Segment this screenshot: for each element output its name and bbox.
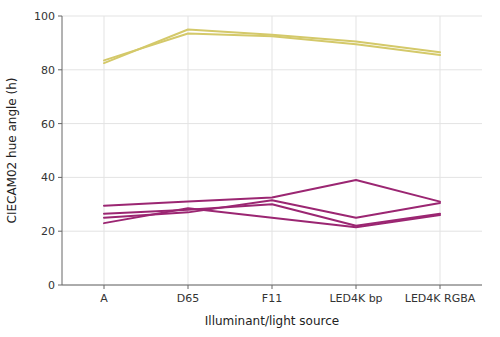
y-tick-label: 100 <box>34 10 55 23</box>
x-grid-line <box>356 16 357 285</box>
y-tick <box>58 69 62 70</box>
x-grid-line <box>188 16 189 285</box>
y-tick-label: 40 <box>41 171 55 184</box>
grid <box>62 16 482 285</box>
x-axis-title: Illuminant/light source <box>205 314 339 328</box>
y-tick <box>58 123 62 124</box>
x-tick-label: LED4K RGBA <box>405 292 476 305</box>
x-axis-line <box>62 285 482 286</box>
series-line <box>104 208 440 227</box>
y-tick <box>58 177 62 178</box>
x-tick <box>188 285 189 289</box>
x-tick-label: F11 <box>262 292 282 305</box>
x-tick-label: A <box>100 292 108 305</box>
series-line <box>104 33 440 60</box>
y-axis-line <box>62 16 63 285</box>
y-tick-label: 20 <box>41 225 55 238</box>
x-grid-line <box>104 16 105 285</box>
series-line <box>104 29 440 63</box>
lines <box>104 29 440 227</box>
x-tick <box>104 285 105 289</box>
y-grid-line <box>62 285 482 286</box>
y-tick <box>58 16 62 17</box>
y-tick-label: 0 <box>48 279 55 292</box>
x-tick <box>356 285 357 289</box>
y-axis-title: CIECAM02 hue angle (h) <box>5 77 19 223</box>
y-tick <box>58 285 62 286</box>
y-tick <box>58 231 62 232</box>
x-tick <box>440 285 441 289</box>
x-tick-label: LED4K bp <box>329 292 382 305</box>
x-tick <box>272 285 273 289</box>
axes: 0 20 40 60 80 100 A D65 F11 LED4K bp LED4K RGBA <box>34 10 482 305</box>
x-grid-line <box>440 16 441 285</box>
x-tick-label: D65 <box>177 292 199 305</box>
y-tick-label: 60 <box>41 118 55 131</box>
x-grid-line <box>272 16 273 285</box>
y-tick-label: 80 <box>41 64 55 77</box>
series-line <box>104 180 440 206</box>
chart: 0 20 40 60 80 100 A D65 F11 LED4K bp LED4K RGBA Ill… <box>0 0 500 337</box>
